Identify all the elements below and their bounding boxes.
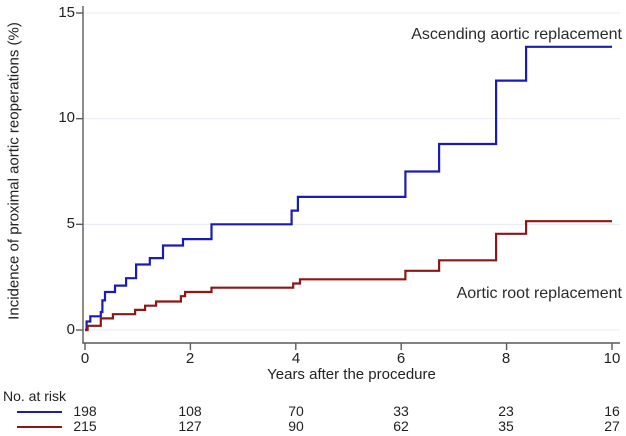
- x-tick-0: 0: [80, 350, 90, 367]
- y-tick-5: 5: [66, 215, 75, 232]
- series-label-root: Aortic root replacement: [456, 285, 622, 302]
- risk-count: 215: [73, 418, 97, 434]
- y-tick-10: 10: [58, 109, 75, 126]
- risk-count: 198: [73, 403, 97, 419]
- legend-line-root: [17, 426, 62, 428]
- x-tick-10: 10: [603, 350, 621, 367]
- risk-count: 35: [498, 418, 514, 434]
- risk-count: 70: [288, 403, 304, 419]
- risk-count: 127: [178, 418, 202, 434]
- x-tick-6: 6: [396, 350, 406, 367]
- tick-marks: [76, 12, 613, 350]
- risk-count: 90: [288, 418, 304, 434]
- curve-ascending-aortic-replacement: [85, 45, 612, 332]
- risk-count: 108: [178, 403, 202, 419]
- x-tick-2: 2: [185, 350, 195, 367]
- risk-table-label: No. at risk: [3, 388, 67, 404]
- gridlines: [83, 12, 620, 331]
- curve-aortic-root-replacement: [85, 220, 612, 332]
- series-label-ascending: Ascending aortic replacement: [411, 26, 622, 43]
- risk-count: 23: [498, 403, 514, 419]
- x-axis-title: Years after the procedure: [267, 366, 436, 383]
- risk-count: 16: [604, 403, 620, 419]
- x-tick-8: 8: [501, 350, 511, 367]
- y-tick-15: 15: [58, 4, 75, 21]
- risk-count: 27: [604, 418, 620, 434]
- risk-count: 62: [393, 418, 409, 434]
- legend-line-ascending: [17, 411, 62, 413]
- axes: [82, 6, 620, 344]
- y-tick-0: 0: [66, 321, 75, 338]
- risk-count: 33: [393, 403, 409, 419]
- x-tick-4: 4: [291, 350, 301, 367]
